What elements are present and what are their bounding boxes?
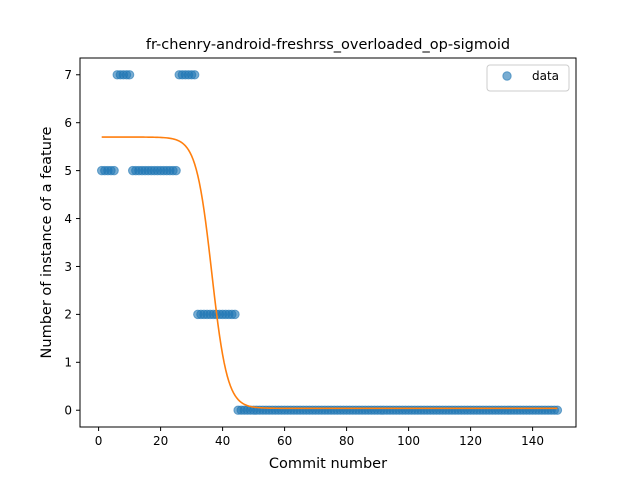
x-tick-label: 0 (95, 434, 103, 448)
x-tick-label: 60 (277, 434, 292, 448)
y-tick-label: 3 (64, 260, 72, 274)
x-tick-label: 140 (521, 434, 544, 448)
y-tick-label: 7 (64, 68, 72, 82)
data-point (190, 70, 200, 80)
y-axis-label: Number of instance of a feature (39, 126, 55, 358)
x-axis-label: Commit number (269, 456, 387, 472)
data-point (124, 70, 135, 80)
y-tick-label: 2 (64, 308, 72, 322)
y-tick-label: 1 (64, 356, 72, 370)
x-tick-label: 120 (459, 434, 482, 448)
x-tick-label: 80 (339, 434, 354, 448)
legend-marker (502, 71, 512, 81)
y-tick-label: 4 (64, 212, 72, 226)
data-point (109, 165, 119, 176)
data-point (552, 405, 563, 415)
y-tick-label: 6 (64, 116, 72, 130)
y-tick-label: 0 (64, 404, 72, 418)
x-tick-label: 40 (215, 434, 230, 448)
fit-line (101, 136, 558, 410)
x-tick-label: 100 (397, 434, 420, 448)
data-point (230, 309, 240, 320)
chart-title: fr-chenry-android-freshrss_overloaded_op… (146, 37, 510, 53)
plot-area (97, 70, 563, 415)
y-axis: 0 1 2 3 4 5 6 7 (64, 68, 80, 418)
legend-label: data (532, 69, 559, 83)
x-tick-label: 20 (153, 434, 168, 448)
data-point (171, 165, 181, 176)
plot-frame (79, 57, 577, 428)
y-tick-label: 5 (64, 164, 72, 178)
x-axis: 0 20 40 60 80 100 120 140 (95, 427, 544, 448)
legend: data (486, 64, 570, 92)
